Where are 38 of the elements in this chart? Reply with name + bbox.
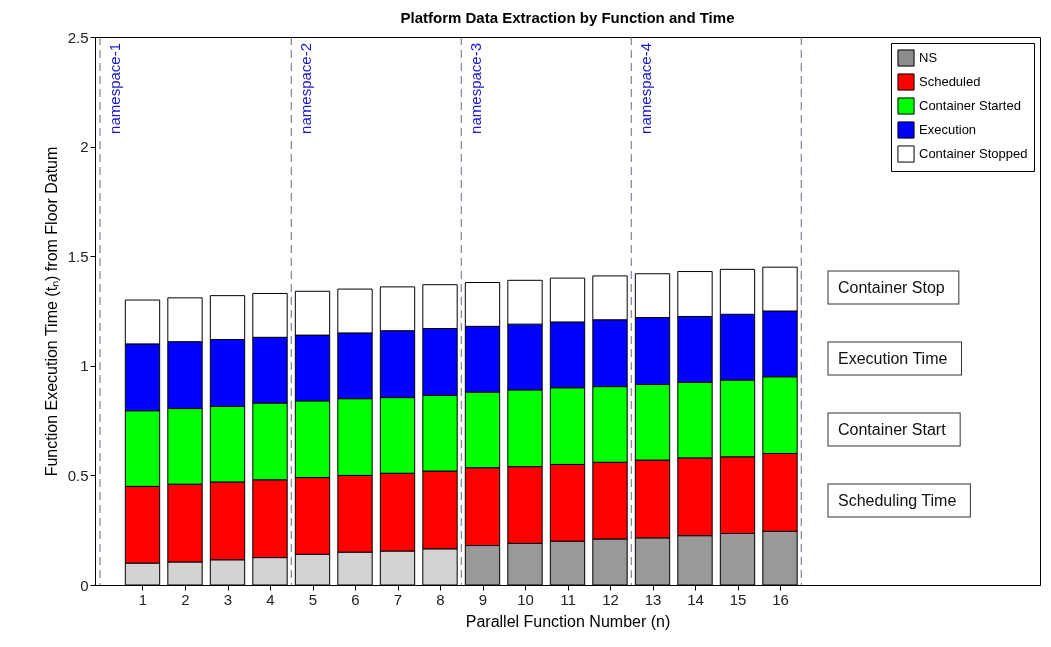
annotation: Execution Time [838,350,948,367]
ref-line-label: namespace-1 [106,43,123,134]
x-tick-label: 7 [393,590,403,608]
x-tick-label: 1 [138,590,148,608]
ref-line-label: namespace-4 [637,43,655,134]
annotation: Scheduling Time [838,492,957,509]
x-tick-label: 10 [517,590,534,608]
x-tick-label: 16 [772,590,789,608]
legend-label: Container Started [919,98,1021,113]
y-tick-label: 2 [80,138,89,156]
y-tick-label: 2.5 [67,28,89,46]
x-tick-label: 2 [181,590,190,608]
x-tick-label: 8 [436,590,445,608]
legend-label: Scheduled [919,74,981,89]
ref-line-label: namespace-3 [467,43,485,134]
x-tick-label: 12 [602,590,619,608]
x-tick-label: 15 [729,590,747,608]
y-tick-label: 1 [80,357,89,375]
y-tick-label: 1.5 [67,247,89,265]
x-tick-label: 3 [223,590,233,608]
x-tick-label: 11 [560,590,576,608]
x-tick-label: 6 [351,590,360,608]
y-tick-label: 0 [80,576,89,594]
ref-line-label: namespace-2 [297,43,315,134]
x-tick-label: 4 [266,590,275,608]
y-axis-title: Function Execution Time (tₙ) from Floor Datum [42,146,60,477]
x-tick-label: 14 [687,590,704,608]
legend-label: NS [919,50,938,65]
x-axis-title: Parallel Function Number (n) [465,612,671,630]
x-tick-label: 9 [478,590,488,608]
x-tick-label: 5 [308,590,318,608]
legend-label: Container Stopped [919,146,1028,161]
annotation: Container Start [838,421,947,438]
x-tick-label: 13 [644,590,662,608]
legend-label: Execution [919,122,977,137]
annotation: Container Stop [838,279,945,296]
chart-title: Platform Data Extraction by Function and Time [400,9,735,26]
y-tick-label: 0.5 [67,466,89,484]
